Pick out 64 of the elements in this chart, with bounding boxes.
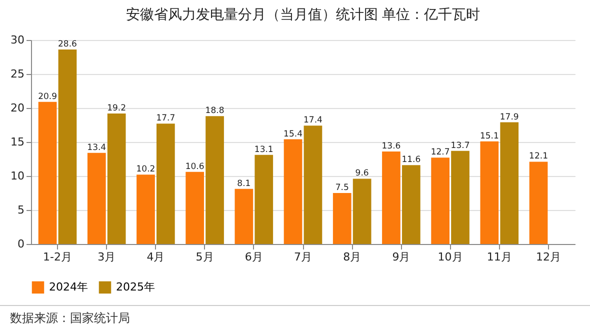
y-tick-label: 10 [10, 170, 24, 182]
x-tick-label: 4月 [146, 250, 165, 264]
x-tick-label: 12月 [536, 250, 561, 264]
x-tick-label: 11月 [486, 250, 512, 264]
data-label: 13.6 [382, 142, 401, 152]
x-tick-label: 5月 [196, 250, 214, 264]
bar [87, 152, 106, 244]
chart-title: 安徽省风力发电量分月（当月值）统计图 单位：亿千瓦时 [126, 7, 480, 23]
data-label: 28.6 [58, 40, 77, 50]
data-label: 12.1 [529, 152, 548, 162]
source-note: 数据来源：国家统计局 [0, 305, 590, 330]
data-label: 20.9 [38, 92, 58, 102]
bar [451, 150, 470, 244]
bar [38, 102, 57, 244]
bar [136, 174, 155, 244]
data-label: 9.6 [355, 168, 369, 179]
x-tick-label: 10月 [438, 250, 463, 264]
data-label: 18.8 [205, 106, 224, 116]
data-label: 19.2 [107, 103, 126, 114]
bar [352, 178, 372, 244]
data-label: 13.7 [450, 140, 470, 151]
data-label: 10.6 [185, 162, 204, 172]
x-tick-label: 6月 [244, 250, 263, 264]
bar [529, 162, 548, 244]
bar [254, 154, 274, 244]
bar [382, 152, 400, 244]
data-label: 12.7 [430, 148, 450, 158]
x-tick-label: 7月 [294, 250, 312, 264]
data-label: 13.1 [254, 144, 274, 155]
data-label: 15.4 [284, 129, 302, 140]
bar [304, 126, 322, 244]
data-label: 11.6 [402, 155, 421, 166]
bar [206, 116, 224, 244]
y-tick-label: 15 [10, 136, 24, 148]
bar [500, 122, 519, 244]
data-label: 15.1 [480, 131, 499, 142]
y-tick-label: 30 [10, 34, 24, 46]
y-tick-label: 0 [18, 238, 24, 250]
bar [234, 188, 254, 244]
legend-label: 2025年 [116, 280, 155, 294]
bar [480, 141, 499, 244]
legend-label: 2024年 [49, 280, 88, 294]
data-label: 17.7 [156, 114, 176, 124]
x-tick-label: 8月 [343, 250, 362, 264]
y-tick-label: 25 [10, 68, 24, 80]
bar [284, 139, 302, 244]
bar [58, 50, 77, 244]
data-label: 13.4 [87, 142, 106, 153]
bar [156, 124, 175, 244]
bar [402, 165, 420, 244]
x-tick-label: 3月 [98, 250, 116, 264]
bar [431, 158, 450, 244]
x-tick-label: 1-2月 [43, 250, 72, 264]
data-label: 17.9 [500, 112, 519, 122]
data-label: 17.4 [304, 116, 322, 126]
x-tick-label: 9月 [392, 250, 410, 264]
data-label: 10.2 [136, 164, 156, 175]
bar [332, 193, 352, 244]
y-tick-label: 5 [18, 204, 24, 216]
data-label: 8.1 [237, 178, 251, 189]
y-tick-label: 20 [10, 102, 24, 114]
bar [186, 172, 204, 244]
bar [107, 113, 126, 244]
data-label: 7.5 [335, 183, 349, 193]
